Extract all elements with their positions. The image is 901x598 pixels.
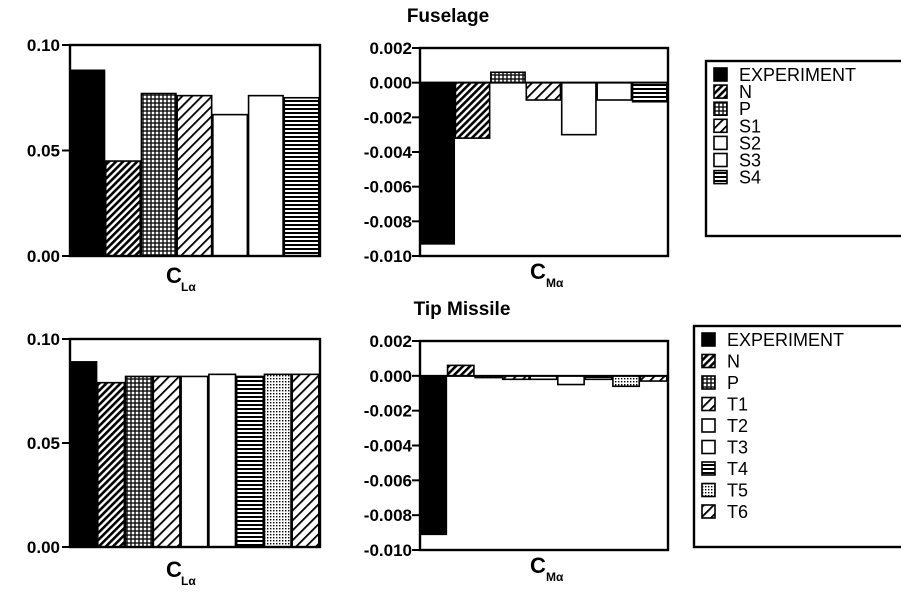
- legend-swatch-s2: [713, 135, 728, 151]
- fuselage-cl-alpha-chart: 0.10 0.05 0.00 C Lα: [27, 36, 322, 294]
- tip-missile-cl-alpha-chart: 0.10 0.05 0.00 C Lα: [27, 330, 322, 588]
- y-tick-label: 0.002: [369, 332, 412, 351]
- legend-label-n: N: [739, 82, 752, 102]
- legend-swatch-t1: [701, 396, 716, 412]
- y-tick-label: 0.10: [27, 36, 60, 55]
- fuselage-cm-alpha-chart: 0.002 0.000 -0.002 -0.004 -0.006 -0.008 -0.010…: [364, 39, 670, 290]
- y-tick-label: -0.006: [364, 178, 412, 197]
- y-tick-label: 0.10: [27, 330, 60, 349]
- x-axis-label-subscript: Mα: [546, 570, 564, 584]
- bar-t5: [263, 373, 292, 548]
- bar-t3: [556, 375, 585, 386]
- plot-frame: [418, 46, 670, 258]
- x-axis-label: C: [166, 557, 182, 582]
- legend-swatch-experiment: [713, 67, 728, 82]
- legend-box: [692, 324, 901, 549]
- bar-n: [446, 364, 475, 377]
- x-axis-label-subscript: Lα: [181, 280, 196, 294]
- bar-t5: [612, 375, 641, 388]
- bar-s4: [283, 96, 320, 257]
- bar-experiment: [69, 361, 98, 548]
- legend-label-s2: S2: [739, 133, 761, 153]
- y-tick-label: 0.05: [27, 142, 60, 161]
- y-tick-label: -0.008: [364, 506, 412, 525]
- y-tick-label: 0.05: [27, 434, 60, 453]
- y-tick-label: 0.00: [27, 247, 60, 266]
- legend-label-t6: T6: [727, 502, 748, 522]
- y-tick-label: -0.002: [364, 108, 412, 127]
- legend-swatch-s4: [713, 169, 728, 185]
- bar-n: [104, 160, 142, 257]
- bar-t6: [291, 373, 320, 548]
- legend-swatch-t5: [701, 482, 716, 498]
- tip-missile-title: Tip Missile: [414, 299, 511, 320]
- legend-label-s1: S1: [739, 116, 761, 136]
- bar-s2: [212, 113, 249, 257]
- bar-t4: [235, 375, 265, 548]
- y-tick-label: -0.004: [364, 437, 413, 456]
- legend-label-s4: S4: [739, 168, 761, 188]
- bar-t2: [180, 375, 209, 548]
- y-tick-label: -0.006: [364, 471, 412, 490]
- y-tick-label: 0.000: [369, 74, 412, 93]
- legend-label-experiment: EXPERIMENT: [739, 65, 856, 85]
- y-tick-label: 0.000: [369, 367, 412, 386]
- legend-label-t3: T3: [727, 438, 748, 458]
- y-tick-label: -0.010: [364, 247, 412, 266]
- x-axis-label-subscript: Mα: [546, 276, 564, 290]
- x-axis-label-subscript: Lα: [181, 574, 196, 588]
- legend-label-s3: S3: [739, 151, 761, 171]
- legend-swatch-t2: [701, 418, 716, 433]
- bar-s2: [560, 81, 597, 136]
- legend-swatch-t4: [701, 461, 716, 476]
- legend-swatch-p: [701, 375, 716, 390]
- legend-swatch-p: [713, 101, 728, 116]
- tip-missile-cm-alpha-chart: 0.002 0.000 -0.002 -0.004 -0.006 -0.008 -0.010…: [364, 332, 670, 584]
- x-axis-label: C: [530, 553, 546, 578]
- bar-t3: [208, 373, 237, 548]
- legend-label-n: N: [727, 352, 740, 372]
- bar-p: [490, 71, 526, 84]
- legend-label-t2: T2: [727, 416, 748, 436]
- bar-experiment: [419, 81, 456, 245]
- y-tick-label: 0.002: [369, 39, 412, 58]
- legend-label-experiment: EXPERIMENT: [727, 330, 844, 350]
- y-tick-label: -0.010: [364, 541, 412, 560]
- legend-swatch-n: [701, 353, 716, 369]
- legend-swatch-n: [713, 84, 728, 99]
- bar-n: [454, 81, 491, 139]
- legend-swatch-t3: [701, 439, 716, 455]
- y-tick-label: 0.00: [27, 538, 60, 557]
- bar-s3: [596, 81, 633, 101]
- bar-p: [140, 92, 177, 257]
- legend-box: [704, 59, 901, 238]
- bar-p: [124, 375, 153, 548]
- x-axis-label: C: [530, 259, 546, 284]
- legend-swatch-t6: [701, 504, 716, 519]
- fuselage-title: Fuselage: [407, 6, 489, 27]
- legend-label-p: P: [727, 373, 739, 393]
- legend-label-t4: T4: [727, 459, 748, 479]
- legend-swatch-s3: [713, 152, 728, 168]
- y-tick-label: -0.004: [364, 143, 413, 162]
- bar-s4: [631, 81, 668, 103]
- bar-experiment: [69, 69, 106, 257]
- bar-experiment: [419, 375, 448, 536]
- y-tick-label: -0.008: [364, 212, 412, 231]
- legend-label-t1: T1: [727, 395, 748, 415]
- legend-label-t5: T5: [727, 481, 748, 501]
- bar-s3: [247, 94, 284, 257]
- legend-swatch-experiment: [701, 332, 716, 347]
- x-axis-label: C: [166, 263, 182, 288]
- bar-s1: [525, 81, 562, 101]
- legend-swatch-s1: [713, 118, 728, 134]
- y-tick-label: -0.002: [364, 402, 412, 421]
- bar-t1: [152, 375, 181, 548]
- bar-n: [96, 381, 126, 548]
- bar-s1: [176, 94, 213, 257]
- legend-label-p: P: [739, 99, 751, 119]
